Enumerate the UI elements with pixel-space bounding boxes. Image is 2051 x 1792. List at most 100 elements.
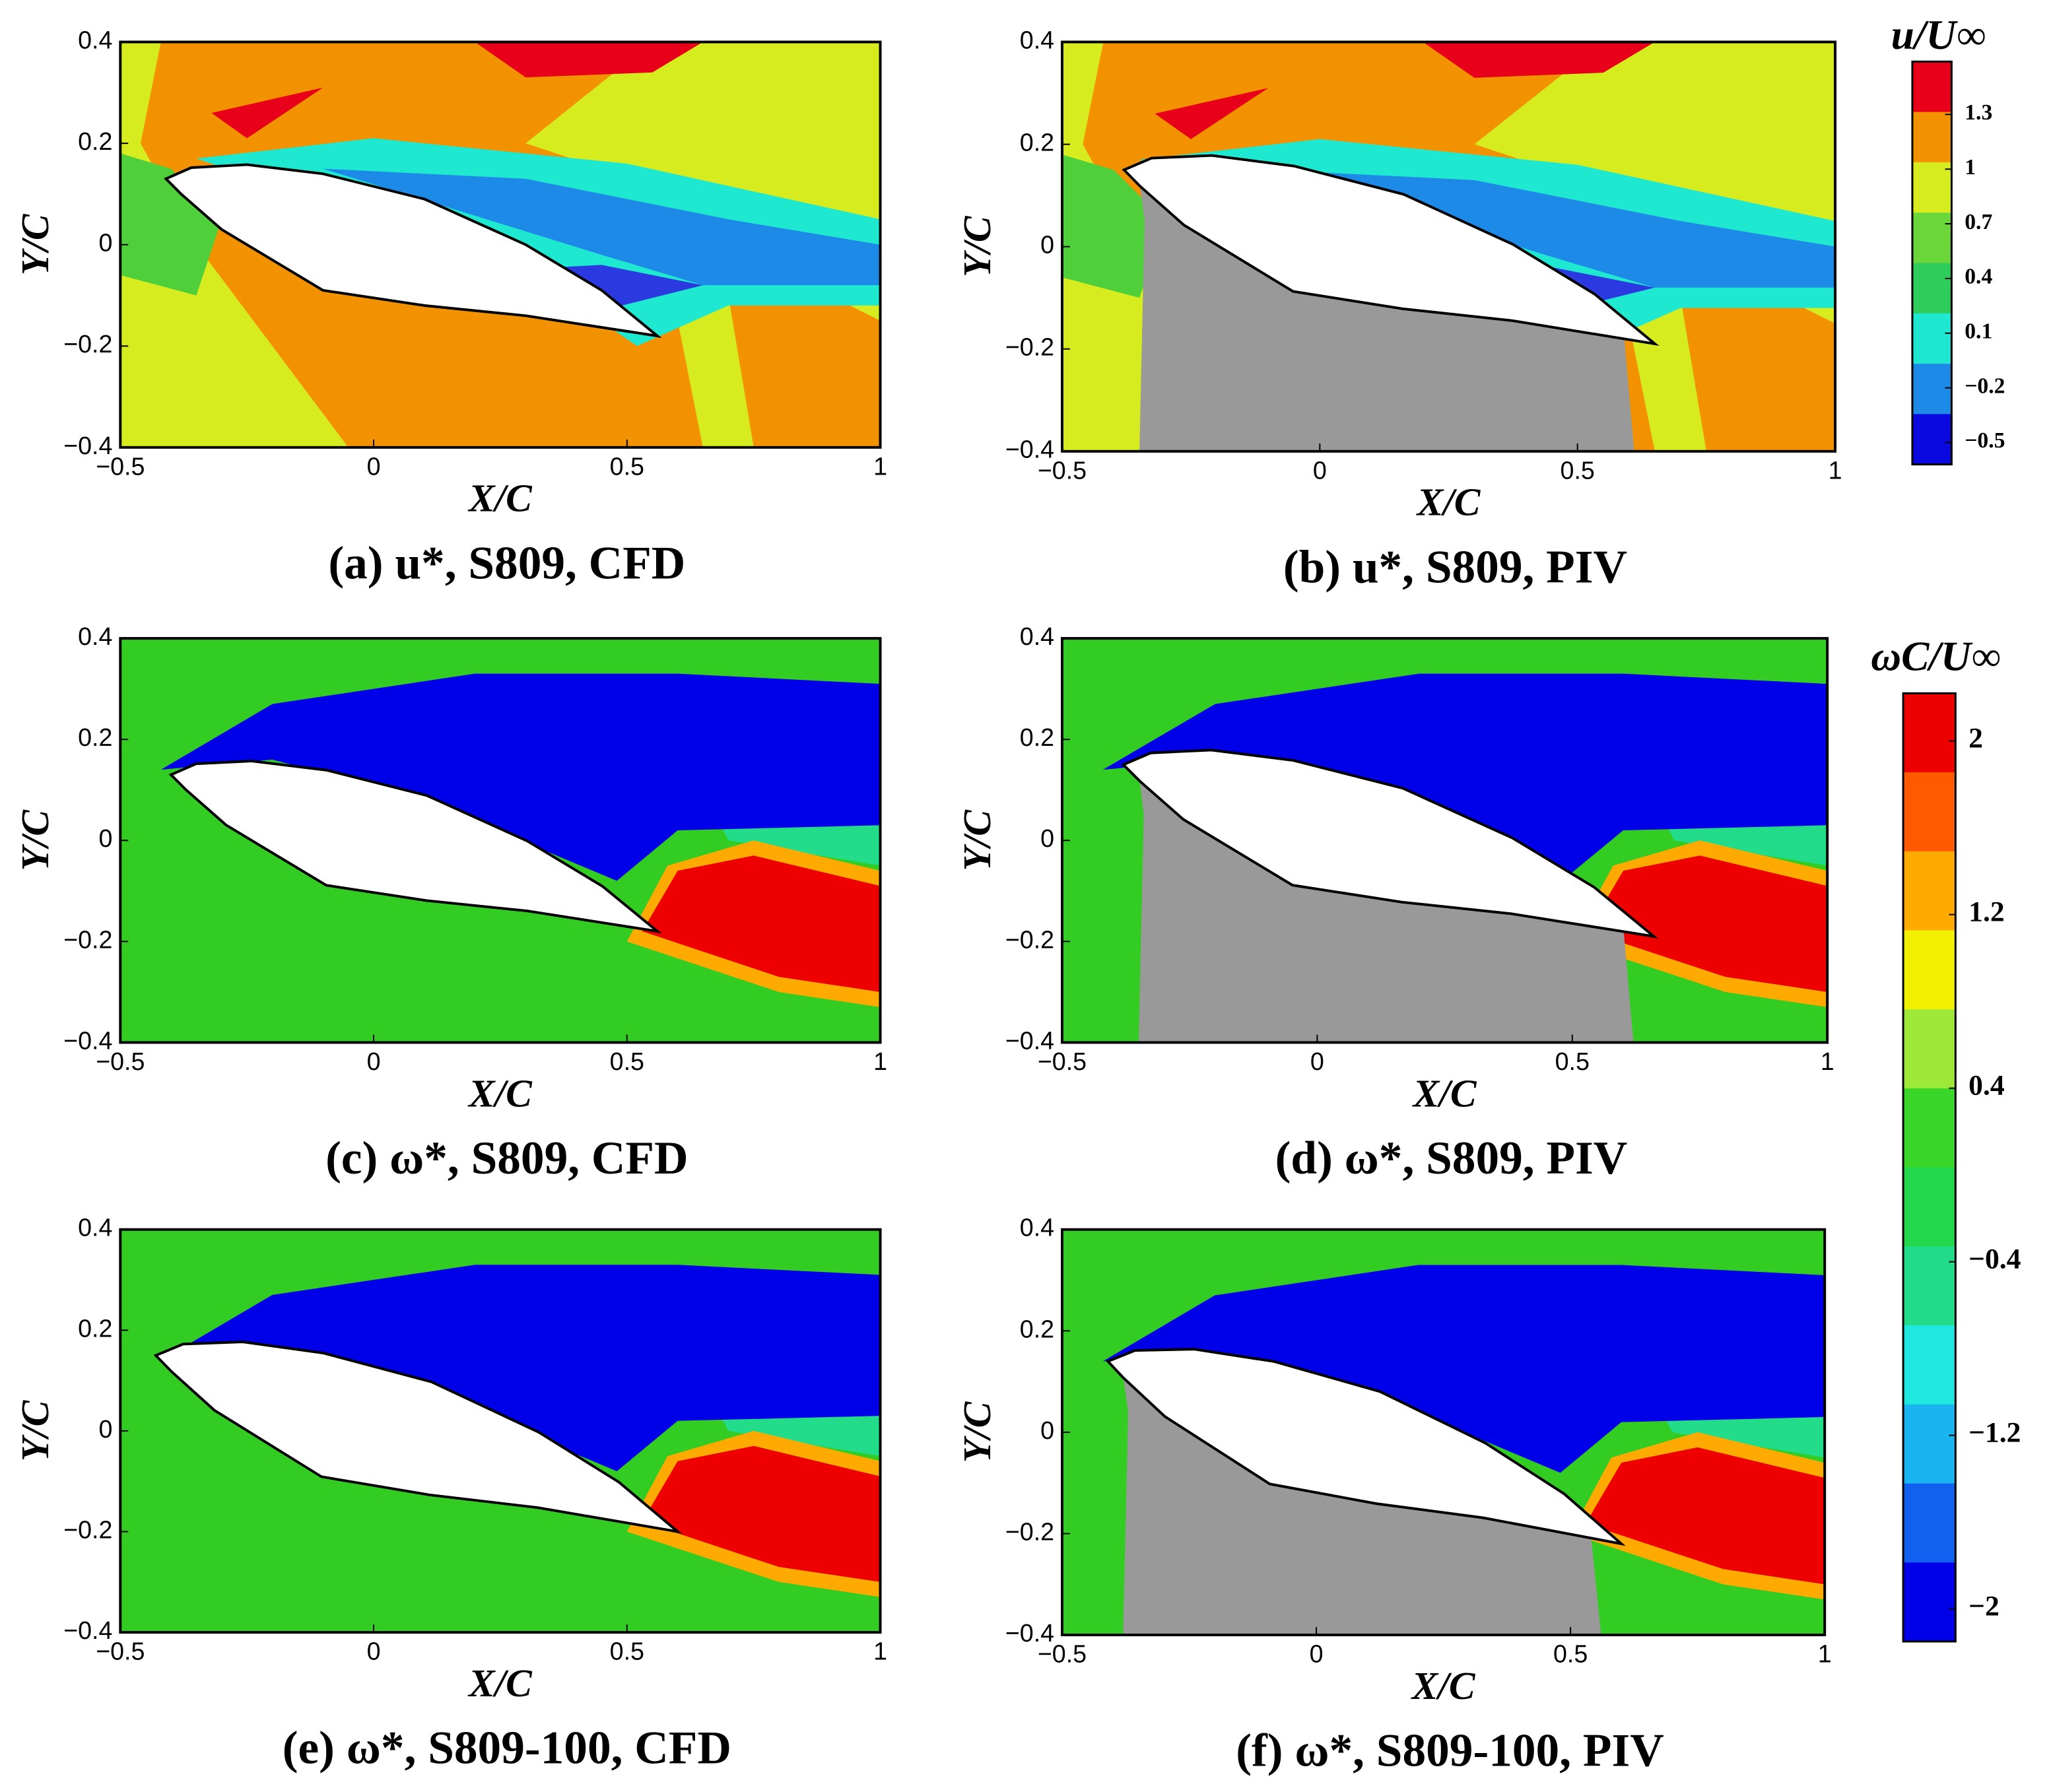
x-tick-label: 0.5 bbox=[610, 452, 644, 480]
contour-region bbox=[211, 87, 323, 139]
colorbar-band bbox=[1903, 1167, 1956, 1247]
colorbar-band bbox=[1903, 1562, 1956, 1642]
colorbar-tick-label: 0.4 bbox=[1965, 265, 1992, 289]
contour-region bbox=[1423, 42, 1655, 78]
colorbar-band bbox=[1912, 414, 1952, 465]
piv-shadow bbox=[1123, 1377, 1601, 1636]
colorbar-frame bbox=[1911, 60, 1953, 466]
contour-region bbox=[642, 1445, 881, 1582]
y-tick-label: 0 bbox=[98, 824, 112, 852]
y-axis-label: Y/C bbox=[13, 809, 57, 871]
colorbar-tick-label: −0.5 bbox=[1965, 428, 2005, 453]
colorbar-tick-label: −1.2 bbox=[1968, 1417, 2021, 1449]
x-tick-label: 0 bbox=[367, 1638, 381, 1665]
y-tick-label: −0.4 bbox=[1005, 1026, 1054, 1054]
panel-caption: (e) ω*, S809-100, CFD bbox=[283, 1722, 731, 1774]
colorbar-band bbox=[1903, 1404, 1956, 1484]
y-tick-label: 0.4 bbox=[1020, 622, 1054, 650]
y-tick-label: −0.4 bbox=[63, 432, 112, 459]
colorbar-band bbox=[1903, 1009, 1956, 1089]
y-tick-label: −0.4 bbox=[1005, 1619, 1054, 1647]
y-tick-label: 0.2 bbox=[1020, 129, 1054, 156]
x-tick-label: 0.5 bbox=[1555, 1047, 1590, 1075]
panel bbox=[1061, 42, 1836, 451]
y-tick-label: −0.4 bbox=[63, 1616, 112, 1644]
contour-region bbox=[120, 42, 349, 448]
y-tick-label: 0.4 bbox=[78, 26, 112, 54]
y-tick-label: −0.2 bbox=[63, 1515, 112, 1543]
y-axis-label: Y/C bbox=[955, 215, 999, 277]
airfoil bbox=[164, 163, 662, 339]
y-axis-label: Y/C bbox=[13, 1399, 57, 1461]
colorbar-band bbox=[1912, 112, 1952, 163]
colorbar-band bbox=[1903, 693, 1956, 774]
contour-region bbox=[1061, 42, 1294, 451]
y-tick-label: 0.4 bbox=[78, 622, 112, 650]
colorbar-band bbox=[1903, 1483, 1956, 1564]
airfoil bbox=[168, 760, 662, 934]
x-tick-label: 0.5 bbox=[610, 1047, 644, 1075]
panel bbox=[120, 638, 881, 1043]
colorbar-tick-label: −0.2 bbox=[1965, 374, 2005, 398]
y-tick-label: 0.2 bbox=[78, 723, 112, 751]
x-tick-label: −0.5 bbox=[96, 1638, 145, 1665]
colorbar-tick-label: 2 bbox=[1968, 723, 1983, 754]
colorbar-band bbox=[1903, 1246, 1956, 1327]
x-tick-label: −0.5 bbox=[96, 1047, 145, 1075]
y-tick-label: −0.4 bbox=[63, 1026, 112, 1054]
colorbar-title: ωC/U∞ bbox=[1871, 633, 2001, 679]
airfoil bbox=[1121, 748, 1659, 939]
panel bbox=[1061, 638, 1828, 1043]
x-tick-label: 0.5 bbox=[1561, 456, 1595, 484]
x-tick-label: 1 bbox=[873, 452, 887, 480]
y-tick-label: −0.2 bbox=[1005, 1517, 1054, 1545]
y-tick-label: 0 bbox=[1040, 231, 1054, 259]
y-tick-label: 0 bbox=[1040, 824, 1054, 852]
x-tick-label: −0.5 bbox=[96, 452, 145, 480]
y-tick-label: −0.4 bbox=[1005, 436, 1054, 463]
colorbar-band bbox=[1903, 1325, 1956, 1405]
contour-region bbox=[160, 673, 881, 881]
colorbar-frame bbox=[1902, 692, 1957, 1643]
panel bbox=[1061, 1229, 1825, 1636]
y-tick-label: −0.2 bbox=[63, 330, 112, 358]
x-tick-label: 1 bbox=[1829, 456, 1842, 484]
contour-region bbox=[1587, 855, 1828, 992]
y-tick-label: −0.2 bbox=[1005, 925, 1054, 953]
x-tick-label: 0 bbox=[367, 452, 381, 480]
x-tick-label: 1 bbox=[1821, 1047, 1834, 1075]
colorbar-band bbox=[1903, 1088, 1956, 1168]
colorbar-tick-label: 1.3 bbox=[1965, 100, 1992, 125]
colorbar-title: u/U∞ bbox=[1891, 12, 1986, 58]
y-axis-label: Y/C bbox=[955, 809, 999, 871]
x-tick-label: 1 bbox=[873, 1047, 887, 1075]
airfoil bbox=[153, 1341, 683, 1534]
y-tick-label: 0.4 bbox=[1020, 1214, 1054, 1242]
y-tick-label: −0.2 bbox=[63, 925, 112, 953]
y-tick-label: 0.2 bbox=[1020, 1315, 1054, 1343]
y-tick-label: 0 bbox=[1040, 1416, 1054, 1444]
airfoil bbox=[1105, 1348, 1626, 1546]
y-tick-label: 0.4 bbox=[1020, 26, 1054, 54]
contour-region bbox=[1586, 1447, 1825, 1585]
y-axis-label: Y/C bbox=[955, 1401, 999, 1463]
contour-region bbox=[1155, 88, 1269, 139]
contour-region bbox=[1061, 154, 1166, 298]
colorbar-band bbox=[1903, 851, 1956, 931]
x-tick-label: −0.5 bbox=[1038, 1047, 1087, 1075]
colorbar-tick-label: 1.2 bbox=[1968, 896, 2004, 928]
airfoil bbox=[1122, 154, 1660, 347]
contour-region bbox=[1102, 1265, 1825, 1473]
y-tick-label: 0.2 bbox=[78, 127, 112, 155]
y-tick-label: 0.4 bbox=[78, 1214, 112, 1242]
colorbar-tick-label: −2 bbox=[1968, 1591, 2000, 1622]
x-axis-label: X/C bbox=[467, 477, 533, 520]
y-tick-label: 0.2 bbox=[78, 1314, 112, 1342]
colorbar-band bbox=[1912, 364, 1952, 415]
x-axis-label: X/C bbox=[1412, 1071, 1477, 1115]
y-axis-label: Y/C bbox=[13, 213, 57, 275]
panel-caption: (d) ω*, S809, PIV bbox=[1275, 1132, 1628, 1184]
contour-region bbox=[475, 42, 703, 78]
contour-region bbox=[1629, 298, 1706, 451]
